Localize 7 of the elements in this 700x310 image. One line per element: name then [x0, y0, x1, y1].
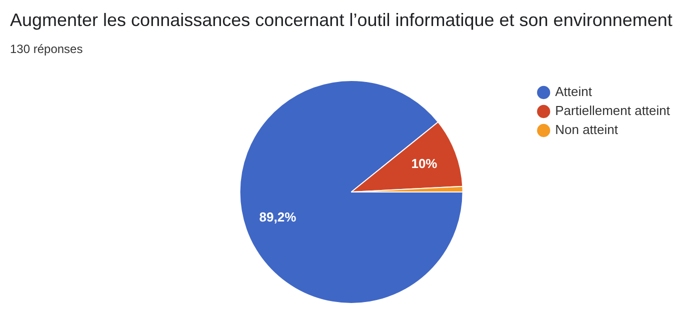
chart-title: Augmenter les connaissances concernant l’outil informatique et son environnement [9, 9, 674, 32]
legend-label: Partiellement atteint [555, 103, 670, 118]
legend-label: Atteint [555, 84, 592, 100]
data-label: 10% [411, 156, 438, 171]
legend-label: Non atteint [555, 122, 618, 138]
data-label: 89,2% [259, 210, 297, 225]
text: 130 réponses [9, 41, 84, 58]
